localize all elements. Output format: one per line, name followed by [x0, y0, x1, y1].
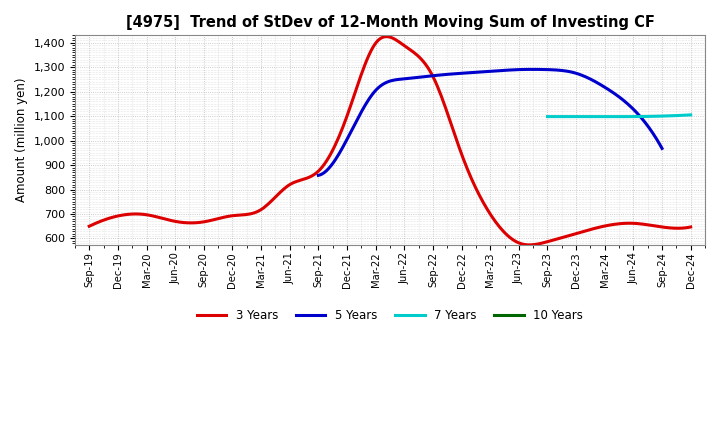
- Y-axis label: Amount (million yen): Amount (million yen): [15, 78, 28, 202]
- 5 Years: [315, 172, 324, 178]
- 3 Years: [445, 116, 454, 121]
- 7 Years: [544, 114, 552, 119]
- Line: 3 Years: 3 Years: [89, 37, 690, 245]
- 5 Years: [314, 172, 323, 178]
- 7 Years: [618, 114, 626, 119]
- 7 Years: [543, 114, 552, 119]
- 3 Years: [634, 221, 643, 226]
- 3 Years: [596, 224, 605, 230]
- 3 Years: [87, 223, 96, 228]
- 7 Years: [665, 113, 673, 118]
- 5 Years: [518, 67, 526, 72]
- 7 Years: [631, 114, 640, 119]
- Line: 5 Years: 5 Years: [318, 70, 662, 175]
- 3 Years: [526, 242, 534, 248]
- 3 Years: [443, 110, 451, 115]
- 5 Years: [657, 146, 666, 151]
- 5 Years: [528, 67, 536, 72]
- Line: 7 Years: 7 Years: [547, 115, 690, 117]
- 7 Years: [686, 112, 695, 117]
- 5 Years: [626, 104, 635, 110]
- Legend: 3 Years, 5 Years, 7 Years, 10 Years: 3 Years, 5 Years, 7 Years, 10 Years: [192, 304, 588, 326]
- Title: [4975]  Trend of StDev of 12-Month Moving Sum of Investing CF: [4975] Trend of StDev of 12-Month Moving…: [125, 15, 654, 30]
- 5 Years: [605, 88, 613, 93]
- 3 Years: [686, 224, 695, 230]
- 3 Years: [85, 224, 94, 229]
- 3 Years: [455, 145, 464, 150]
- 5 Years: [518, 67, 527, 72]
- 5 Years: [524, 67, 533, 72]
- 7 Years: [629, 114, 637, 119]
- 7 Years: [673, 113, 682, 118]
- 3 Years: [382, 34, 391, 39]
- 7 Years: [629, 114, 637, 119]
